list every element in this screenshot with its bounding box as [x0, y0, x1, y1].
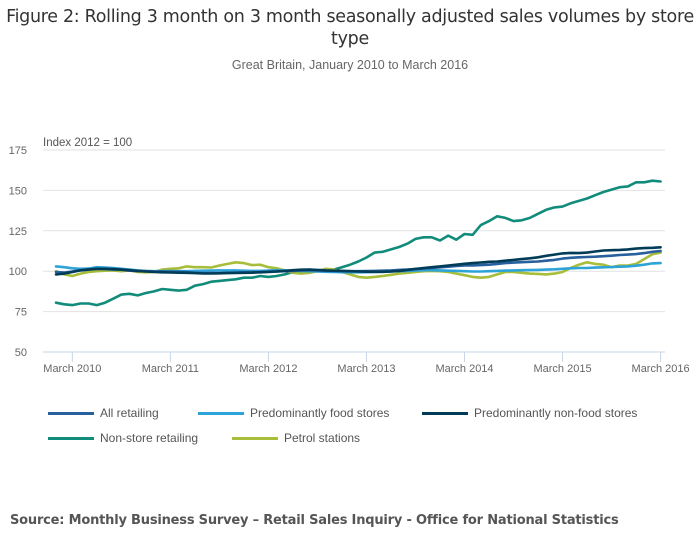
x-axis: March 2010 March 2011 March 2012 March 2013… [43, 351, 690, 375]
legend-item[interactable]: Petrol stations [232, 431, 360, 445]
x-tick-label: March 2010 [43, 363, 101, 375]
legend-swatch [198, 411, 244, 415]
legend-swatch [48, 411, 94, 415]
series-line-non-store-retailing[interactable] [54, 179, 662, 307]
y-axis: 50 75 100 125 150 175 [9, 145, 27, 359]
legend-item[interactable]: Non-store retailing [48, 431, 198, 445]
legend-item[interactable]: Predominantly food stores [198, 406, 389, 420]
chart-title: Figure 2: Rolling 3 month on 3 month sea… [6, 7, 694, 49]
series-line-petrol-stations[interactable] [54, 251, 662, 280]
y-tick-label: 125 [9, 226, 27, 238]
y-tick-label: 50 [15, 347, 27, 359]
legend-item[interactable]: All retailing [48, 406, 159, 420]
source-note: Source: Monthly Business Survey – Retail… [10, 513, 619, 528]
y-axis-label: Index 2012 = 100 [43, 137, 132, 149]
x-tick-label: March 2016 [632, 363, 690, 375]
legend-swatch [422, 411, 468, 415]
y-tick-label: 150 [9, 185, 27, 197]
legend-swatch [232, 436, 278, 440]
y-tick-label: 175 [9, 145, 27, 157]
series-line-predominantly-non-food-stores[interactable] [54, 246, 662, 276]
x-tick-label: March 2012 [239, 363, 297, 375]
legend-label: Petrol stations [284, 431, 361, 445]
legend-label: All retailing [100, 406, 159, 420]
legend-item[interactable]: Predominantly non-food stores [422, 406, 637, 420]
y-tick-label: 100 [9, 266, 27, 278]
x-tick-label: March 2015 [533, 363, 591, 375]
gridlines [43, 149, 665, 313]
y-tick-label: 75 [15, 307, 27, 319]
legend-swatch [48, 436, 94, 440]
series-lines [54, 179, 662, 307]
x-tick-label: March 2011 [142, 363, 199, 375]
x-tick-label: March 2013 [337, 363, 395, 375]
legend-label: Non-store retailing [100, 431, 199, 445]
legend-label: Predominantly non-food stores [474, 406, 638, 420]
chart-subtitle: Great Britain, January 2010 to March 201… [231, 58, 469, 72]
x-tick-label: March 2014 [435, 363, 493, 375]
legend-label: Predominantly food stores [250, 406, 390, 420]
